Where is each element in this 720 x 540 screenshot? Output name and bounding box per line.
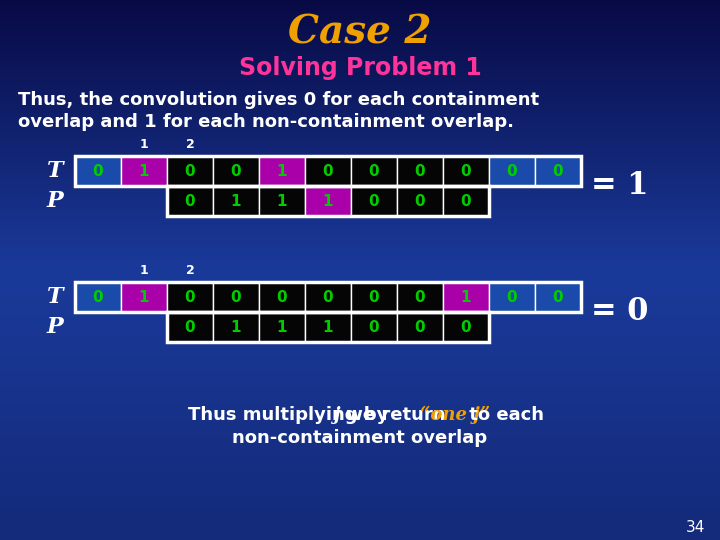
Text: 0: 0: [461, 164, 472, 179]
Bar: [213, 312, 259, 342]
Text: 0: 0: [415, 193, 426, 208]
Text: 1: 1: [139, 289, 149, 305]
Text: 0: 0: [369, 193, 379, 208]
Text: P: P: [47, 190, 63, 212]
Bar: [397, 282, 443, 312]
Text: T: T: [47, 160, 63, 182]
Bar: [535, 156, 581, 186]
Text: 1: 1: [276, 320, 287, 334]
Text: Thus, the convolution gives 0 for each containment: Thus, the convolution gives 0 for each c…: [18, 91, 539, 109]
Bar: [443, 156, 489, 186]
Text: 0: 0: [323, 164, 333, 179]
Bar: [259, 186, 305, 216]
Text: 0: 0: [93, 289, 103, 305]
Bar: [167, 282, 213, 312]
Text: 0: 0: [461, 193, 472, 208]
Text: 0: 0: [323, 289, 333, 305]
Bar: [75, 282, 121, 312]
Bar: [213, 282, 259, 312]
Text: 1: 1: [140, 138, 148, 151]
Bar: [75, 282, 581, 312]
Text: 1: 1: [230, 320, 241, 334]
Text: we return: we return: [340, 406, 451, 424]
Bar: [443, 312, 489, 342]
Text: 1: 1: [276, 193, 287, 208]
Text: 0: 0: [415, 289, 426, 305]
Text: Solving Problem 1: Solving Problem 1: [238, 56, 482, 80]
Bar: [397, 312, 443, 342]
Text: 0: 0: [415, 320, 426, 334]
Text: non-containment overlap: non-containment overlap: [233, 429, 487, 447]
Text: overlap and 1 for each non-containment overlap.: overlap and 1 for each non-containment o…: [18, 113, 514, 131]
Bar: [305, 282, 351, 312]
Text: 0: 0: [93, 164, 103, 179]
Text: 1: 1: [230, 193, 241, 208]
Bar: [305, 156, 351, 186]
Text: 0: 0: [185, 193, 195, 208]
Bar: [167, 186, 489, 216]
Bar: [75, 156, 121, 186]
Bar: [167, 186, 213, 216]
Bar: [75, 156, 581, 186]
Bar: [443, 186, 489, 216]
Text: 0: 0: [507, 289, 517, 305]
Bar: [489, 156, 535, 186]
Text: 1: 1: [139, 164, 149, 179]
Bar: [305, 186, 351, 216]
Text: 0: 0: [185, 320, 195, 334]
Bar: [121, 156, 167, 186]
Bar: [259, 312, 305, 342]
Text: 1: 1: [140, 264, 148, 276]
Text: 1: 1: [323, 193, 333, 208]
Bar: [259, 156, 305, 186]
Text: 0: 0: [230, 164, 241, 179]
Bar: [351, 282, 397, 312]
Text: 0: 0: [369, 164, 379, 179]
Text: P: P: [47, 316, 63, 338]
Bar: [351, 186, 397, 216]
Bar: [351, 156, 397, 186]
Bar: [167, 156, 213, 186]
Text: 1: 1: [323, 320, 333, 334]
Text: 0: 0: [276, 289, 287, 305]
Bar: [535, 282, 581, 312]
Text: j: j: [335, 406, 341, 424]
Text: T: T: [47, 286, 63, 308]
Text: 2: 2: [186, 138, 194, 151]
Text: 34: 34: [685, 521, 705, 536]
Text: 0: 0: [369, 320, 379, 334]
Bar: [121, 282, 167, 312]
Bar: [489, 282, 535, 312]
Text: Thus multiplying by: Thus multiplying by: [189, 406, 395, 424]
Text: 0: 0: [185, 289, 195, 305]
Bar: [305, 312, 351, 342]
Text: 1: 1: [461, 289, 472, 305]
Text: “one j”: “one j”: [420, 406, 490, 424]
Text: 0: 0: [461, 320, 472, 334]
Bar: [397, 186, 443, 216]
Text: 0: 0: [230, 289, 241, 305]
Text: = 1: = 1: [591, 171, 649, 201]
Bar: [213, 186, 259, 216]
Text: 1: 1: [276, 164, 287, 179]
Bar: [397, 156, 443, 186]
Bar: [213, 156, 259, 186]
Text: = 0: = 0: [591, 296, 649, 327]
Bar: [167, 312, 489, 342]
Bar: [167, 312, 213, 342]
Bar: [259, 282, 305, 312]
Text: 0: 0: [369, 289, 379, 305]
Text: to each: to each: [463, 406, 544, 424]
Text: 0: 0: [415, 164, 426, 179]
Bar: [443, 282, 489, 312]
Text: Case 2: Case 2: [288, 13, 432, 51]
Bar: [351, 312, 397, 342]
Text: 0: 0: [185, 164, 195, 179]
Text: 0: 0: [507, 164, 517, 179]
Text: 0: 0: [553, 164, 563, 179]
Text: 2: 2: [186, 264, 194, 276]
Text: 0: 0: [553, 289, 563, 305]
